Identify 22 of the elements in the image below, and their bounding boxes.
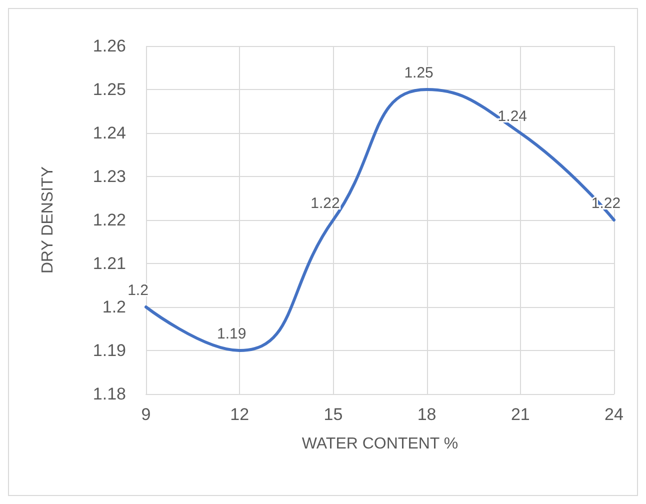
y-tick-label: 1.2 [102,298,126,316]
y-tick-label: 1.26 [92,36,126,56]
data-label: 1.2 [128,282,148,299]
y-tick-label: 1.18 [92,384,126,404]
x-tick-label: 15 [324,405,343,424]
data-label: 1.24 [498,108,527,125]
y-tick-label: 1.25 [92,80,126,99]
x-tick-label: 12 [230,405,250,424]
data-label: 1.25 [404,64,434,82]
x-tick-label: 21 [510,405,530,424]
y-tick-label: 1.21 [92,254,126,273]
y-tick-label: 1.24 [92,124,126,142]
data-label: 1.22 [310,195,340,212]
x-axis-title: WATER CONTENT % [302,436,458,452]
x-tick-label: 18 [417,405,436,424]
data-label: 1.19 [217,326,246,342]
y-tick-label: 1.23 [92,167,126,186]
x-tick-label: 9 [141,405,151,424]
x-tick-label: 24 [604,405,624,424]
y-tick-label: 1.22 [92,210,126,230]
y-tick-label: 1.19 [92,341,126,360]
y-axis-title: DRY DENSITY [40,166,56,274]
